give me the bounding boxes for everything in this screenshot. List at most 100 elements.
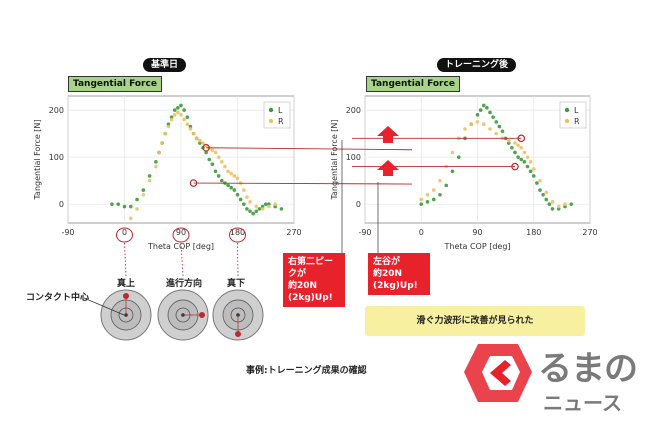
- y-tick-label: 0: [59, 200, 64, 209]
- data-point-L: [248, 209, 252, 214]
- data-point-L: [488, 110, 492, 115]
- tag-left: Tangential Force: [68, 76, 162, 92]
- wheel-label-top: 真上: [116, 279, 135, 289]
- wheel-label-bottom: 真下: [226, 279, 245, 289]
- data-point-R: [254, 204, 259, 209]
- data-point-L: [179, 103, 183, 108]
- data-point-L: [213, 169, 218, 174]
- data-point-R: [220, 160, 224, 164]
- tag-right: Tangential Force: [366, 76, 460, 92]
- data-point-R: [229, 171, 234, 176]
- logo-line2: ニュース: [543, 391, 622, 415]
- data-point-R: [267, 204, 271, 209]
- data-point-R: [185, 122, 190, 127]
- figure-caption: 事例:トレーニング成果の確認: [246, 366, 367, 376]
- data-point-L: [122, 204, 127, 209]
- data-point-R: [157, 150, 161, 155]
- data-point-L: [172, 108, 177, 112]
- data-point-R: [506, 138, 511, 143]
- y-axis-label: Tangential Force [N]: [330, 119, 339, 200]
- data-point-L: [226, 183, 230, 188]
- data-point-L: [251, 211, 255, 216]
- x-tick-label: 270: [286, 228, 301, 237]
- chart-right: -90 0 90 180 270 0 100 200 Theta COP [deg] Tangen…: [330, 95, 598, 251]
- angle-dotted-line: [124, 242, 127, 277]
- data-point-L: [547, 202, 552, 206]
- data-point-L: [513, 150, 517, 155]
- data-point-L: [241, 202, 246, 206]
- data-point-L: [238, 197, 243, 202]
- data-point-L: [450, 169, 455, 174]
- data-point-L: [229, 185, 234, 190]
- data-point-L: [141, 188, 146, 192]
- y-tick-label: 200: [49, 106, 64, 115]
- data-point-L: [220, 178, 224, 183]
- data-point-R: [494, 131, 499, 136]
- x-tick-label: -90: [61, 228, 74, 237]
- up-arrow-icon: [377, 126, 399, 143]
- logo-chevron-icon: [490, 360, 511, 386]
- up-arrow-icon: [377, 160, 399, 176]
- data-point-L: [235, 192, 240, 197]
- data-point-R: [431, 188, 436, 192]
- data-point-R: [154, 164, 158, 169]
- x-axis-label: Theta COP [deg]: [147, 242, 214, 251]
- data-point-R: [147, 178, 152, 183]
- legend-label-L: L: [574, 106, 579, 115]
- angle-marker-ring: [116, 227, 133, 243]
- x-tick-label: -90: [358, 228, 371, 237]
- data-point-R: [135, 207, 139, 211]
- data-point-R: [216, 155, 221, 159]
- data-point-R: [463, 127, 467, 131]
- data-point-L: [279, 207, 284, 211]
- data-point-L: [481, 103, 486, 108]
- data-point-R: [194, 136, 199, 141]
- data-point-R: [531, 167, 536, 171]
- data-point-R: [188, 127, 193, 131]
- data-point-R: [163, 131, 168, 136]
- data-point-R: [160, 141, 164, 145]
- data-point-L: [182, 108, 186, 112]
- callout-left-valley: 左谷が 約20N (2kg)Up!: [368, 253, 430, 295]
- data-point-R: [513, 141, 517, 145]
- data-point-L: [478, 108, 483, 112]
- data-point-R: [248, 200, 252, 204]
- connector-peak-base: [206, 147, 413, 151]
- connector-lines: [193, 126, 522, 255]
- data-point-L: [232, 188, 237, 192]
- data-point-L: [216, 174, 221, 178]
- x-tick-label: 0: [122, 228, 127, 237]
- data-point-L: [110, 202, 114, 206]
- chart-left: -90 0 90 180 270 0 100 200 Theta COP [deg] Tangen…: [33, 95, 302, 251]
- data-point-L: [475, 113, 480, 117]
- angle-dotted-line: [237, 242, 239, 277]
- legend-marker-L: [268, 107, 274, 113]
- data-point-R: [425, 192, 430, 197]
- x-tick-label: 0: [419, 228, 424, 237]
- data-point-L: [185, 115, 190, 119]
- data-point-L: [485, 105, 489, 110]
- data-point-L: [254, 209, 259, 214]
- logo-mark: [464, 344, 532, 402]
- data-point-R: [169, 117, 174, 122]
- contact-center-label: コンタクト中心: [26, 293, 90, 303]
- data-point-R: [213, 150, 218, 155]
- data-point-L: [263, 202, 268, 206]
- data-point-R: [179, 113, 183, 117]
- data-point-R: [235, 176, 240, 181]
- data-point-R: [201, 141, 205, 145]
- data-point-L: [531, 174, 536, 178]
- data-point-L: [516, 155, 520, 159]
- legend-marker-L: [564, 107, 570, 113]
- x-tick-label: 270: [582, 228, 597, 237]
- data-point-R: [469, 122, 474, 127]
- legend-label-R: R: [278, 117, 284, 126]
- y-tick-label: 200: [346, 106, 361, 115]
- data-point-L: [522, 160, 527, 164]
- data-point-R: [450, 150, 455, 155]
- data-point-L: [128, 204, 133, 209]
- data-point-L: [176, 105, 180, 110]
- data-point-L: [528, 169, 533, 174]
- data-point-R: [128, 216, 133, 221]
- data-point-R: [488, 127, 492, 131]
